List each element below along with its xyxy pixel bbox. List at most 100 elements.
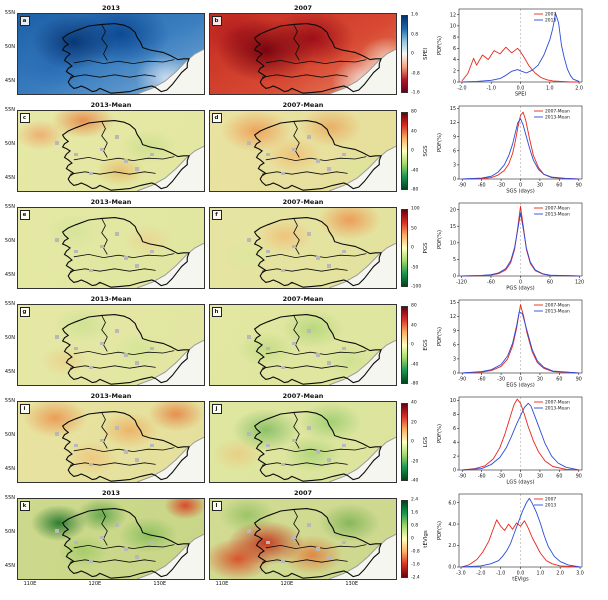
data-gap [73, 346, 78, 351]
colorbar-tick: -2.4 [411, 575, 420, 581]
svg-text:0.0: 0.0 [517, 571, 525, 577]
map-2007-spei: b [209, 13, 397, 95]
lat-axis-labels: 55N 50N 45N [3, 10, 16, 95]
svg-text:90: 90 [576, 474, 582, 480]
svg-text:2: 2 [453, 454, 456, 460]
data-gap [316, 353, 321, 357]
svg-text:12: 12 [450, 120, 456, 126]
map-panel-b: 2007 b [209, 4, 397, 95]
svg-text:0: 0 [519, 474, 522, 480]
colorbar-ticks: 80 40 0 -40 -80 [401, 110, 431, 193]
panel-letter: h [211, 306, 222, 317]
colorbar-tick: -0.8 [411, 549, 420, 555]
region-boundary-icon [61, 313, 204, 385]
map-title: 2013-Mean [90, 101, 132, 109]
row-egs: 2013-Mean g 55N 50N 45N 2007-Mean h 80 40… [2, 295, 606, 389]
data-gap [55, 529, 60, 533]
lat-tick: 45N [4, 369, 15, 376]
lon-tick: 130E [153, 581, 167, 587]
lat-tick: 50N [4, 238, 15, 245]
data-gap [55, 432, 60, 436]
colorbar-tick: -80 [411, 187, 419, 193]
pdf-chart-tevi: -3.0 -2.0 -1.0 0.0 1.0 2.0 3.0 0.0 2.0 4.0 6.0 2007… [435, 489, 587, 583]
svg-text:60: 60 [556, 183, 562, 189]
svg-text:-60: -60 [487, 280, 495, 286]
svg-text:0.0: 0.0 [517, 86, 525, 92]
map-2013-tevi: k [17, 498, 205, 580]
data-gap [88, 559, 93, 564]
region-boundary-icon [61, 22, 204, 94]
lat-tick: 55N [4, 398, 15, 404]
colorbar-egs: 80 40 0 -40 -80 EGS [401, 303, 431, 387]
lat-axis-labels: 55N 50N 45N [3, 495, 16, 580]
map-2013-sgs: c [17, 110, 205, 192]
svg-text:SGS (days): SGS (days) [506, 189, 535, 195]
map-2013-pgs: e [17, 207, 205, 289]
svg-text:2013: 2013 [545, 18, 556, 24]
data-gap [280, 171, 285, 176]
map-panel-c: 2013-Mean c 55N 50N 45N [5, 101, 205, 192]
lat-tick: 45N [4, 175, 15, 182]
svg-text:-60: -60 [478, 377, 486, 383]
data-gap [114, 135, 119, 139]
svg-text:-1.0: -1.0 [487, 86, 496, 92]
region-boundary-icon [61, 216, 204, 288]
colorbar-tick: 40 [411, 323, 417, 328]
data-gap [291, 341, 296, 346]
colorbar-tick: 80 [411, 303, 417, 309]
svg-text:15: 15 [450, 106, 456, 112]
svg-text:2013-Mean: 2013-Mean [545, 212, 570, 218]
svg-text:EGS (days): EGS (days) [506, 383, 535, 389]
colorbar-tick: 0 [411, 51, 414, 57]
lon-tick: 110E [23, 581, 37, 587]
data-gap [291, 438, 296, 443]
row-spei: 2013 a 55N 50N 45N 2007 b 1.6 0.8 0 -0.8 -1.… [2, 4, 606, 98]
data-gap [316, 450, 321, 454]
lat-tick: 50N [4, 44, 15, 51]
lon-axis-labels: 110E 120E 130E [209, 580, 397, 589]
svg-text:-30: -30 [497, 377, 505, 383]
svg-text:3.0: 3.0 [576, 571, 584, 577]
colorbar-tick: 1.6 [411, 510, 419, 516]
map-title: 2013 [101, 4, 121, 12]
svg-text:2: 2 [453, 68, 456, 74]
svg-text:-2.0: -2.0 [476, 571, 485, 577]
lon-tick: 120E [280, 581, 294, 587]
svg-text:5: 5 [453, 257, 456, 263]
data-gap [150, 249, 155, 254]
data-gap [280, 268, 285, 273]
svg-text:2.0: 2.0 [556, 571, 564, 577]
row-sgs: 2013-Mean c 55N 50N 45N 2007-Mean d 80 40… [2, 101, 606, 195]
lat-tick: 55N [4, 495, 15, 501]
colorbar-tick: -40 [411, 362, 419, 367]
data-gap [306, 426, 311, 430]
colorbar-gradient [401, 209, 408, 287]
colorbar-tick: 0 [411, 342, 414, 348]
colorbar-ticks: 80 40 0 -40 -80 [401, 303, 431, 387]
colorbar-pgs: 100 50 0 -50 -100 PGS [401, 207, 431, 290]
region-boundary-icon [253, 507, 396, 579]
map-panel-d: 2007-Mean d [209, 101, 397, 192]
pdf-chart-egs: -90 -60 -30 0 30 60 90 0 3 6 9 12 15 2007-Mean 2013-Me… [435, 295, 587, 389]
svg-text:0.0: 0.0 [448, 565, 456, 571]
data-gap [265, 346, 270, 351]
svg-text:tEVIgs: tEVIgs [512, 577, 529, 583]
data-gap [73, 249, 78, 254]
lat-axis-labels: 55N 50N 45N [3, 301, 16, 386]
svg-text:LGS (days): LGS (days) [506, 480, 534, 486]
map-panel-l: 2007 l 110E 120E 130E [209, 489, 397, 589]
svg-text:90: 90 [576, 183, 582, 189]
svg-text:2007-Mean: 2007-Mean [545, 109, 570, 115]
lat-tick: 50N [4, 141, 15, 148]
panel-letter: f [211, 209, 222, 220]
colorbar-tick: -20 [411, 459, 419, 464]
colorbar-gradient [401, 306, 408, 384]
region-boundary-icon [253, 22, 396, 94]
svg-text:30: 30 [537, 377, 543, 383]
row-lgs: 2013-Mean i 55N 50N 45N 2007-Mean j 40 20… [2, 392, 606, 486]
data-gap [280, 462, 285, 467]
data-gap [291, 535, 296, 540]
map-title: 2007 [293, 4, 313, 12]
svg-text:-1.0: -1.0 [496, 571, 505, 577]
